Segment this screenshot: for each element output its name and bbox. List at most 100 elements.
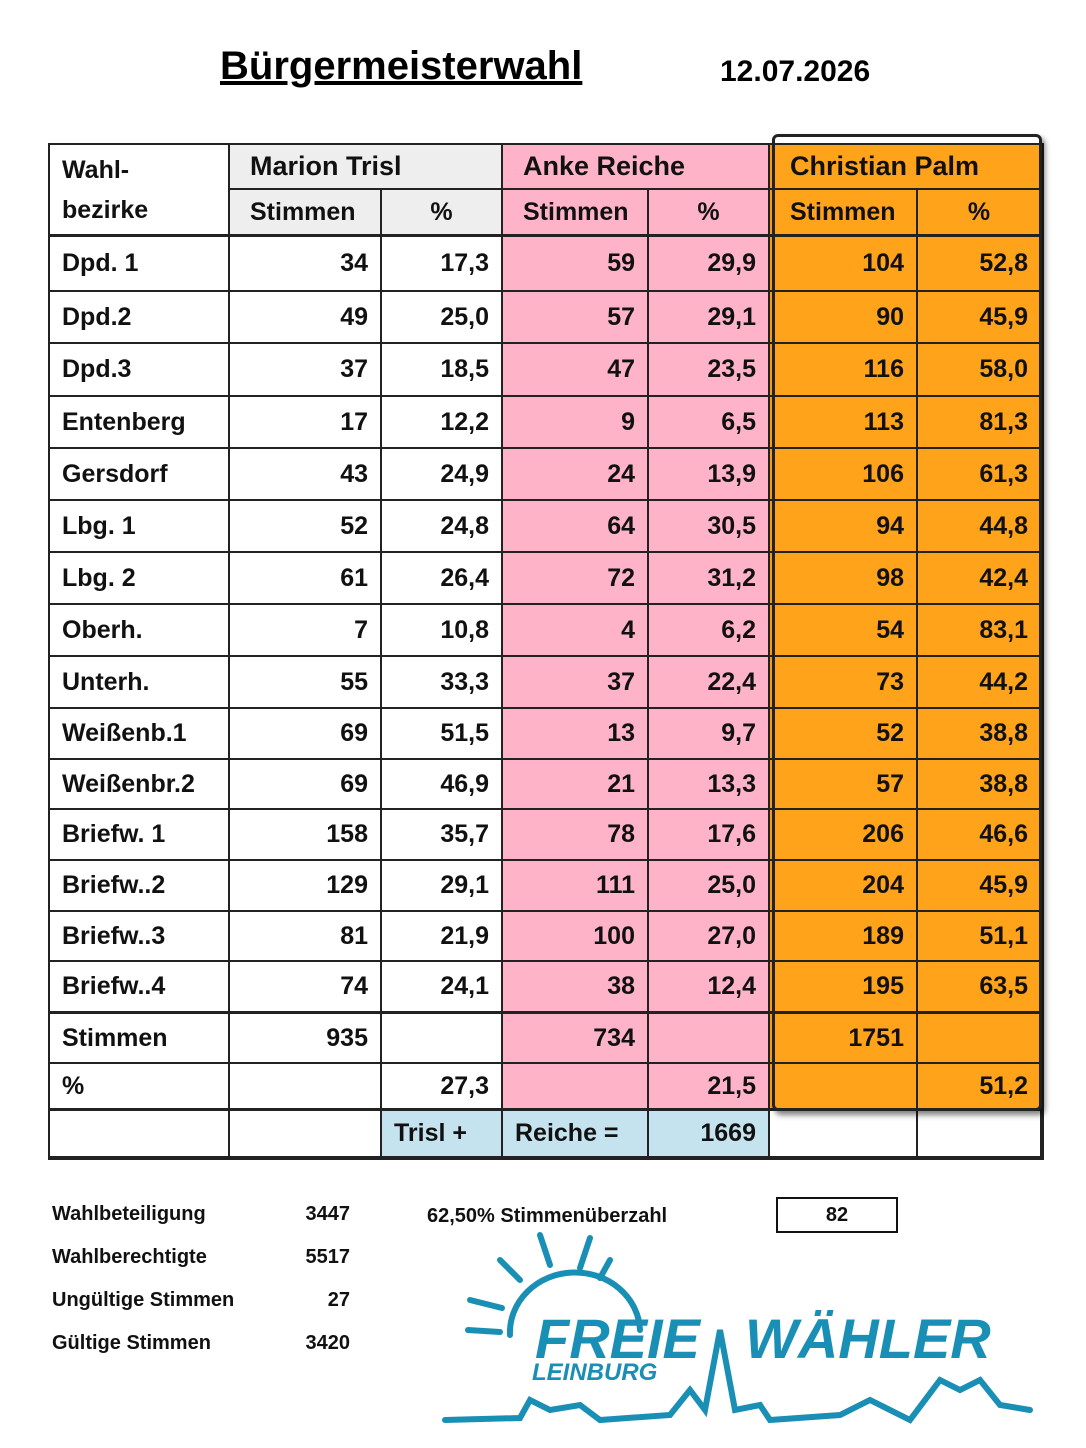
- cell-value: 52: [770, 709, 918, 760]
- cell-value: 51,5: [382, 709, 503, 760]
- district: Dpd. 1: [50, 237, 230, 292]
- cell-value: 111: [503, 861, 649, 912]
- cell-value: 61: [230, 553, 382, 605]
- cell-value: 38: [503, 962, 649, 1014]
- total-votes: 1751: [770, 1014, 918, 1064]
- cell-value: 61,3: [918, 449, 1042, 501]
- date: 12.07.2026: [720, 55, 871, 88]
- cell-value: 37: [230, 344, 382, 397]
- cell-value: 34: [230, 237, 382, 292]
- cell-value: 21: [503, 760, 649, 810]
- cell-value: 4: [503, 605, 649, 657]
- cell-value: 6,2: [649, 605, 770, 657]
- subheader: %: [918, 190, 1042, 237]
- district: Gersdorf: [50, 449, 230, 501]
- cell-value: 43: [230, 449, 382, 501]
- stat-label: Wahlberechtigte: [52, 1246, 207, 1268]
- cell-value: 106: [770, 449, 918, 501]
- cell-value: 17,3: [382, 237, 503, 292]
- empty-cell: [503, 1064, 649, 1111]
- empty-cell: [50, 1111, 230, 1158]
- district: Entenberg: [50, 397, 230, 449]
- cell-value: 31,2: [649, 553, 770, 605]
- cell-value: 104: [770, 237, 918, 292]
- total-votes: 935: [230, 1014, 382, 1064]
- district: Dpd.3: [50, 344, 230, 397]
- cell-value: 25,0: [382, 292, 503, 344]
- cell-value: 17: [230, 397, 382, 449]
- logo-word: FREIE: [535, 1307, 702, 1370]
- table-frame: [48, 143, 1044, 1160]
- cell-value: 158: [230, 810, 382, 861]
- cell-value: 100: [503, 912, 649, 962]
- empty-cell: [230, 1111, 382, 1158]
- district: Briefw..4: [50, 962, 230, 1014]
- cell-value: 6,5: [649, 397, 770, 449]
- subheader: %: [649, 190, 770, 237]
- cell-value: 9,7: [649, 709, 770, 760]
- cell-value: 9: [503, 397, 649, 449]
- cell-value: 129: [230, 861, 382, 912]
- candidate-name: Anke Reiche: [503, 145, 770, 190]
- cell-value: 54: [770, 605, 918, 657]
- cell-value: 7: [230, 605, 382, 657]
- cell-value: 29,1: [382, 861, 503, 912]
- cell-value: 98: [770, 553, 918, 605]
- district-header: Wahl-bezirke: [50, 145, 230, 237]
- cell-value: 116: [770, 344, 918, 397]
- cell-value: 12,2: [382, 397, 503, 449]
- combined-label: Reiche =: [503, 1111, 649, 1158]
- total-votes: 734: [503, 1014, 649, 1064]
- subheader: Stimmen: [770, 190, 918, 237]
- cell-value: 13,9: [649, 449, 770, 501]
- cell-value: 72: [503, 553, 649, 605]
- cell-value: 10,8: [382, 605, 503, 657]
- surplus-value: 82: [825, 1204, 849, 1226]
- row-label: %: [50, 1064, 230, 1111]
- cell-value: 29,1: [649, 292, 770, 344]
- district: Weißenbr.2: [50, 760, 230, 810]
- district: Briefw..3: [50, 912, 230, 962]
- title: Bürgermeisterwahl: [220, 44, 583, 88]
- district: Oberh.: [50, 605, 230, 657]
- header-line: bezirke: [62, 195, 149, 224]
- cell-value: 23,5: [649, 344, 770, 397]
- subheader: %: [382, 190, 503, 237]
- cell-value: 78: [503, 810, 649, 861]
- district: Dpd.2: [50, 292, 230, 344]
- cell-value: 30,5: [649, 501, 770, 553]
- cell-value: 51,1: [918, 912, 1042, 962]
- logo-place: LEINBURG: [532, 1359, 657, 1386]
- cell-value: 195: [770, 962, 918, 1014]
- cell-value: 24,9: [382, 449, 503, 501]
- district: Lbg. 2: [50, 553, 230, 605]
- cell-value: 22,4: [649, 657, 770, 709]
- logo: FREIE WÄHLER LEINBURG: [442, 1232, 1033, 1424]
- district: Lbg. 1: [50, 501, 230, 553]
- cell-value: 74: [230, 962, 382, 1014]
- cell-value: 27,0: [649, 912, 770, 962]
- combined-label: Trisl +: [382, 1111, 503, 1158]
- stat-label: Gültige Stimmen: [52, 1332, 211, 1354]
- cell-value: 24,1: [382, 962, 503, 1014]
- cell-value: 12,4: [649, 962, 770, 1014]
- cell-value: 189: [770, 912, 918, 962]
- district: Briefw. 1: [50, 810, 230, 861]
- stat-value: 3420: [305, 1332, 351, 1354]
- cell-value: 57: [770, 760, 918, 810]
- cell-value: 24,8: [382, 501, 503, 553]
- stat-value: 3447: [305, 1203, 351, 1225]
- total-percent: 27,3: [382, 1064, 503, 1111]
- empty-cell: [230, 1064, 382, 1111]
- stat-value: 27: [327, 1289, 350, 1311]
- cell-value: 52: [230, 501, 382, 553]
- empty-cell: [770, 1111, 918, 1158]
- header-line: Wahl-: [62, 155, 130, 184]
- cell-value: 113: [770, 397, 918, 449]
- combined-value: 1669: [649, 1111, 770, 1158]
- stat-label: Ungültige Stimmen: [52, 1289, 235, 1311]
- cell-value: 52,8: [918, 237, 1042, 292]
- cell-value: 13,3: [649, 760, 770, 810]
- cell-value: 63,5: [918, 962, 1042, 1014]
